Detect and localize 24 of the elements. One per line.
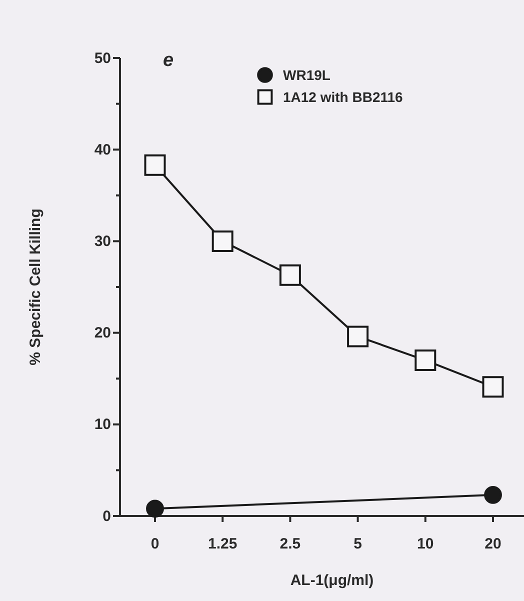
y-tick-label: 50	[94, 50, 111, 67]
point	[279, 264, 301, 286]
y-tick-label: 10	[94, 416, 111, 434]
point	[482, 376, 504, 398]
annotation: e	[163, 50, 174, 71]
x-tick-label: 20	[484, 536, 502, 553]
y-tick-label: 30	[94, 233, 111, 250]
x-tick-label: 5	[354, 536, 362, 553]
x-axis-title: AL-1(μg/ml)	[290, 572, 374, 589]
x-tick-label: 2.5	[280, 536, 301, 553]
x-tick-label: 1.25	[208, 536, 238, 553]
legend-label: WR19L	[283, 67, 331, 83]
y-tick-label: 20	[94, 324, 111, 342]
x-tick-label: 10	[417, 536, 434, 553]
x-tick-label: 0	[150, 536, 160, 553]
y-tick-label: 0	[102, 508, 111, 525]
y-tick-label: 40	[94, 141, 111, 158]
point	[414, 350, 436, 372]
point	[347, 326, 369, 348]
legend-label: 1A12 with BB2116	[283, 89, 404, 105]
y-axis-title: % Specific Cell Killing	[27, 208, 44, 366]
point	[146, 500, 164, 518]
point	[144, 154, 166, 176]
point	[212, 230, 234, 252]
